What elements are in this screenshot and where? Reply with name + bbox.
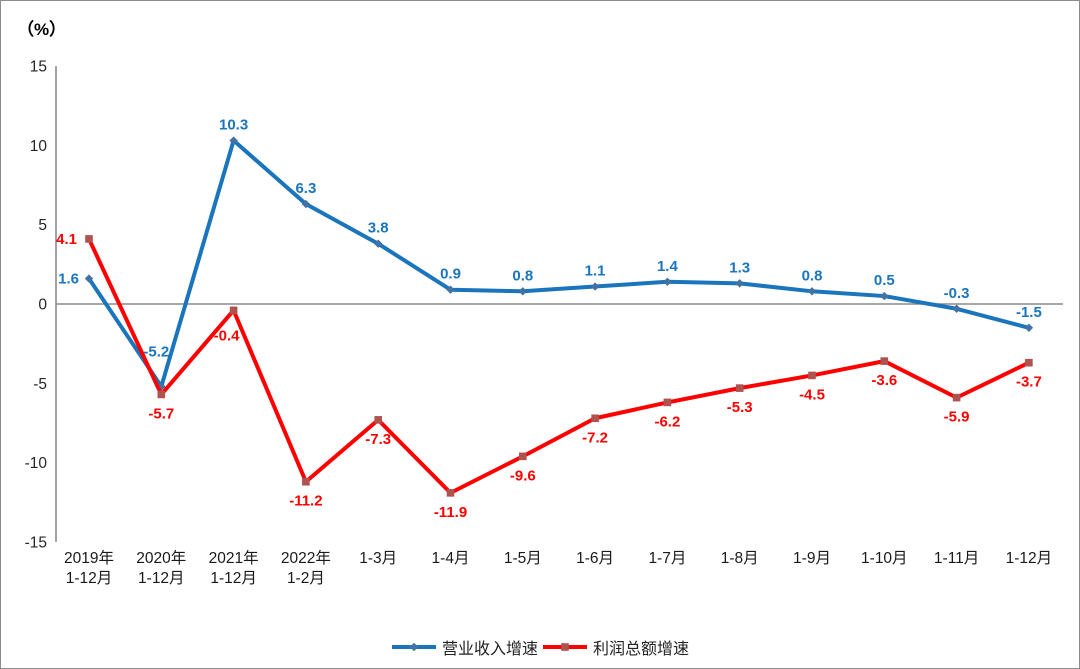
x-category-label: 1-7月: [648, 550, 686, 567]
data-point-marker: [807, 287, 817, 296]
data-point-marker: [952, 393, 961, 402]
data-point-marker: [229, 136, 238, 145]
y-tick-label: 15: [30, 58, 47, 75]
value-label: -0.4: [214, 327, 241, 344]
value-label: -11.2: [289, 493, 322, 510]
legend-marker-icon: [391, 642, 436, 652]
legend-label: 营业收入增速: [441, 641, 538, 658]
data-point-marker: [446, 285, 455, 294]
data-point-marker: [808, 371, 816, 380]
legend-item-revenue: 营业收入增速: [391, 635, 538, 659]
x-category-label: 1-12月: [1006, 550, 1053, 567]
data-point-marker: [590, 282, 600, 291]
value-label: 1.4: [657, 258, 679, 275]
x-category-label: 1-8月: [721, 550, 759, 567]
legend-marker-icon: [543, 643, 587, 651]
x-category-label: 1-6月: [576, 550, 614, 567]
value-label: 0.5: [874, 272, 895, 289]
data-point-marker: [518, 287, 527, 296]
data-point-marker: [519, 452, 527, 461]
value-label: 3.8: [368, 220, 389, 237]
value-label: -3.6: [871, 372, 897, 389]
y-axis-unit-label: （%）: [17, 20, 67, 39]
value-label: -5.3: [727, 399, 753, 416]
x-category-label: 1-3月: [359, 550, 397, 567]
data-point-marker: [302, 477, 310, 486]
legend-label: 利润总额增速: [593, 641, 690, 658]
data-point-marker: [84, 274, 94, 283]
x-category-label: 1-2月: [287, 570, 325, 587]
x-category-label: 1-12月: [66, 570, 113, 587]
data-point-marker: [735, 279, 744, 288]
data-point-marker: [663, 277, 672, 286]
y-tick-label: -15: [25, 535, 47, 552]
x-category-label: 1-10月: [861, 550, 908, 567]
value-label: -4.5: [799, 386, 825, 403]
value-label: 0.9: [440, 266, 461, 283]
value-label: 1.3: [729, 259, 750, 276]
x-category-label: 1-11月: [934, 550, 979, 567]
value-label: -11.9: [434, 504, 467, 521]
data-point-marker: [229, 306, 238, 315]
data-point-marker: [446, 489, 455, 497]
value-label: -5.7: [148, 405, 174, 422]
y-tick-label: -10: [25, 455, 48, 472]
value-label: -6.2: [654, 413, 680, 430]
x-category-label: 2020年: [136, 549, 186, 567]
x-category-label: 2021年: [209, 549, 259, 567]
y-tick-label: -5: [33, 376, 47, 393]
data-point-marker: [374, 416, 382, 424]
data-point-marker: [1025, 358, 1033, 367]
legend-item-profit: 利润总额增速: [542, 635, 689, 659]
value-label: -7.2: [582, 429, 608, 446]
data-point-marker: [301, 199, 311, 209]
value-label: -7.3: [365, 431, 391, 448]
x-category-label: 1-5月: [504, 550, 542, 567]
data-point-marker: [591, 414, 599, 423]
legend: 营业收入增速 利润总额增速: [1, 634, 1079, 660]
data-point-marker: [880, 357, 889, 365]
value-label: -9.6: [510, 467, 536, 484]
value-label: 6.3: [295, 180, 316, 197]
data-point-marker: [880, 291, 889, 301]
x-category-label: 1-9月: [793, 550, 831, 567]
value-label: -3.7: [1016, 374, 1042, 391]
value-label: -5.9: [944, 409, 970, 426]
x-category-label: 2022年: [281, 549, 331, 567]
data-point-marker: [735, 384, 744, 392]
x-category-label: 2019年: [64, 549, 114, 567]
data-point-marker: [952, 304, 961, 313]
series-line-profit: [87, 236, 1031, 495]
y-tick-label: 5: [38, 217, 47, 234]
data-point-marker: [663, 398, 672, 407]
value-label: 10.3: [219, 117, 248, 134]
value-label: -5.2: [143, 344, 169, 361]
x-category-label: 1-12月: [210, 570, 257, 587]
y-tick-label: 0: [38, 297, 47, 314]
data-point-marker: [374, 239, 383, 248]
x-category-label: 1-4月: [432, 550, 470, 567]
data-point-marker: [157, 390, 166, 399]
y-tick-label: 10: [30, 138, 48, 155]
series-line-revenue: [87, 138, 1031, 389]
value-label: 4.1: [56, 231, 77, 248]
value-label: 1.1: [585, 263, 606, 280]
value-label: 0.8: [802, 267, 823, 284]
value-label: 1.6: [58, 271, 79, 288]
value-label: -0.3: [944, 285, 970, 302]
value-label: 0.8: [512, 267, 533, 284]
x-category-label: 1-12月: [138, 570, 185, 587]
data-point-marker: [1024, 323, 1034, 333]
data-point-marker: [85, 235, 93, 243]
value-label: -1.5: [1016, 304, 1042, 321]
